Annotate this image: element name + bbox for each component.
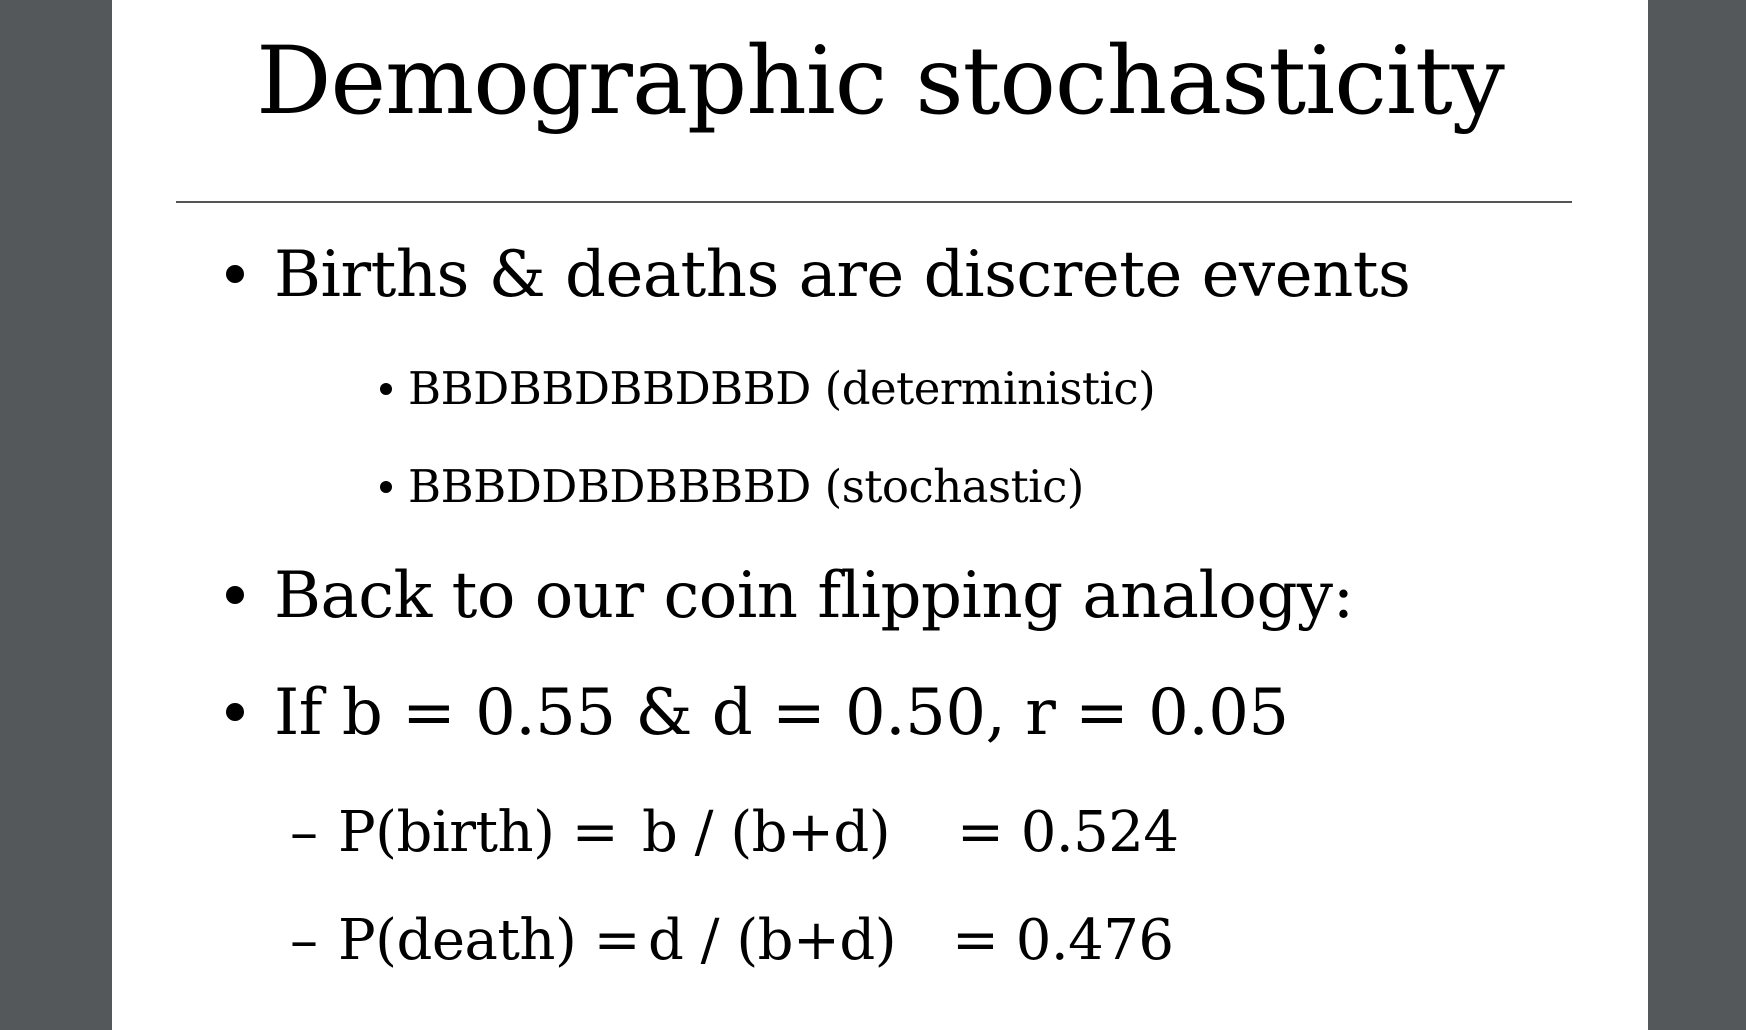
sub-bullet-dot bbox=[380, 481, 392, 493]
title-divider bbox=[176, 201, 1572, 203]
bullet-dot bbox=[226, 265, 244, 283]
bullet-births-deaths: Births & deaths are discrete events bbox=[274, 238, 1411, 312]
bullet-dot bbox=[226, 586, 244, 604]
bullet-parameters: If b = 0.55 & d = 0.50, r = 0.05 bbox=[274, 676, 1289, 750]
p-birth-result: = 0.524 bbox=[957, 800, 1179, 865]
sub-bullet-dot bbox=[380, 383, 392, 395]
slide-page: Demographic stochasticity Births & death… bbox=[112, 0, 1648, 1030]
p-death-label: P(death) = bbox=[338, 908, 641, 973]
dash-marker: – bbox=[290, 908, 318, 973]
bullet-dot bbox=[226, 703, 244, 721]
p-death-formula: d / (b+d) bbox=[648, 908, 897, 973]
bullet-coin-analogy: Back to our coin flipping analogy: bbox=[274, 559, 1354, 633]
p-birth-formula: b / (b+d) bbox=[642, 800, 891, 865]
p-death-result: = 0.476 bbox=[952, 908, 1174, 973]
sub-bullet-deterministic: BBDBBDBBDBBD (deterministic) bbox=[408, 362, 1156, 415]
sub-bullet-stochastic: BBBDDBDBBBBD (stochastic) bbox=[408, 460, 1084, 513]
slide-title: Demographic stochasticity bbox=[256, 27, 1505, 136]
p-birth-label: P(birth) = bbox=[338, 800, 619, 865]
dash-marker: – bbox=[290, 800, 318, 865]
